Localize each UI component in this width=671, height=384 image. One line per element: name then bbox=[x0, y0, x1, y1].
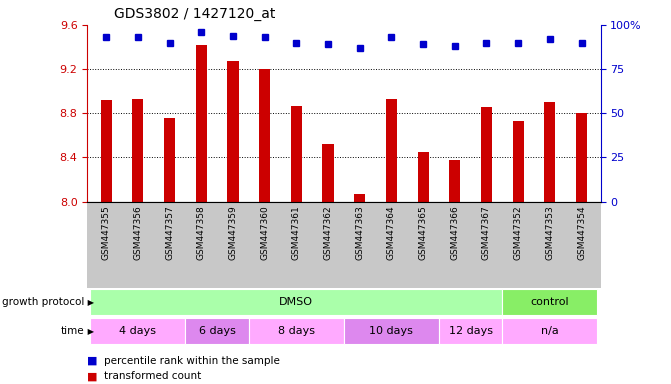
Text: GDS3802 / 1427120_at: GDS3802 / 1427120_at bbox=[114, 7, 275, 21]
Bar bbox=[101, 100, 112, 384]
Bar bbox=[386, 99, 397, 384]
Bar bbox=[503, 318, 597, 344]
Bar bbox=[249, 318, 344, 344]
Text: GSM447367: GSM447367 bbox=[482, 205, 491, 260]
Text: GSM447355: GSM447355 bbox=[102, 205, 111, 260]
Text: control: control bbox=[531, 297, 569, 308]
Text: 10 days: 10 days bbox=[370, 326, 413, 336]
Bar bbox=[227, 61, 238, 384]
Bar bbox=[91, 290, 503, 315]
Text: ■: ■ bbox=[87, 356, 98, 366]
Bar bbox=[503, 290, 597, 315]
Text: GSM447362: GSM447362 bbox=[323, 205, 333, 260]
Text: DMSO: DMSO bbox=[279, 297, 313, 308]
Bar bbox=[576, 113, 587, 384]
Bar bbox=[164, 118, 175, 384]
Text: n/a: n/a bbox=[541, 326, 559, 336]
Bar bbox=[196, 45, 207, 384]
Text: time: time bbox=[60, 326, 84, 336]
Text: ▶: ▶ bbox=[85, 298, 95, 307]
Text: percentile rank within the sample: percentile rank within the sample bbox=[104, 356, 280, 366]
Text: GSM447354: GSM447354 bbox=[577, 205, 586, 260]
Text: GSM447363: GSM447363 bbox=[355, 205, 364, 260]
Bar bbox=[259, 69, 270, 384]
Text: GSM447357: GSM447357 bbox=[165, 205, 174, 260]
Bar bbox=[132, 99, 144, 384]
Text: GSM447359: GSM447359 bbox=[229, 205, 238, 260]
Text: GSM447352: GSM447352 bbox=[514, 205, 523, 260]
Bar bbox=[513, 121, 523, 384]
Text: 8 days: 8 days bbox=[278, 326, 315, 336]
Text: growth protocol: growth protocol bbox=[1, 297, 84, 308]
Text: ▶: ▶ bbox=[85, 327, 95, 336]
Text: GSM447353: GSM447353 bbox=[546, 205, 554, 260]
Text: GSM447366: GSM447366 bbox=[450, 205, 459, 260]
Text: 12 days: 12 days bbox=[449, 326, 493, 336]
Text: transformed count: transformed count bbox=[104, 371, 201, 381]
Bar bbox=[354, 194, 365, 384]
Text: GSM447356: GSM447356 bbox=[134, 205, 142, 260]
Text: GSM447360: GSM447360 bbox=[260, 205, 269, 260]
Bar bbox=[481, 107, 492, 384]
Bar bbox=[323, 144, 333, 384]
Bar bbox=[439, 318, 503, 344]
Bar bbox=[417, 152, 429, 384]
Text: GSM447364: GSM447364 bbox=[387, 205, 396, 260]
Bar bbox=[291, 106, 302, 384]
Text: 4 days: 4 days bbox=[119, 326, 156, 336]
Text: GSM447365: GSM447365 bbox=[419, 205, 427, 260]
Bar bbox=[185, 318, 249, 344]
Text: 6 days: 6 days bbox=[199, 326, 236, 336]
Text: GSM447361: GSM447361 bbox=[292, 205, 301, 260]
Text: GSM447358: GSM447358 bbox=[197, 205, 206, 260]
Bar bbox=[450, 160, 460, 384]
Bar bbox=[544, 102, 556, 384]
Bar bbox=[91, 318, 185, 344]
Text: ■: ■ bbox=[87, 371, 98, 381]
Bar bbox=[344, 318, 439, 344]
